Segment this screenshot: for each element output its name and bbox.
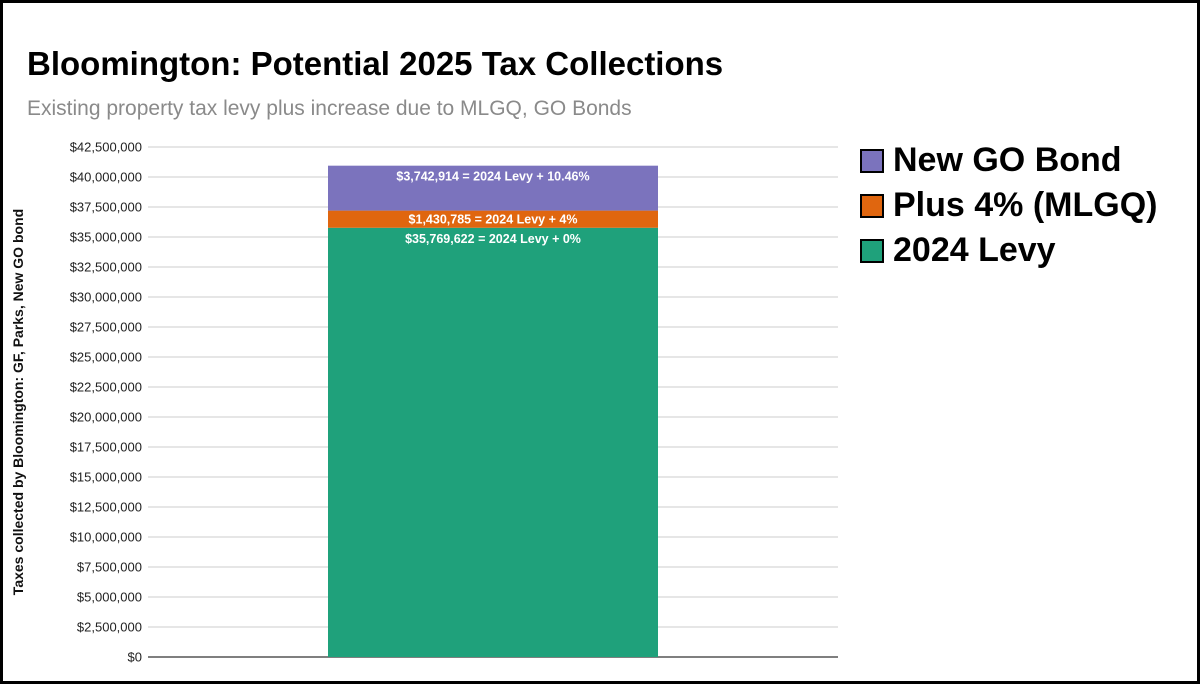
legend-item-plus-4-mlgq: Plus 4% (MLGQ)	[860, 183, 1157, 228]
y-tick-label: $5,000,000	[77, 590, 142, 605]
data-label: $35,769,622 = 2024 Levy + 0%	[405, 232, 581, 246]
y-tick-label: $37,500,000	[70, 200, 142, 215]
bar-segment-new-go-bond	[328, 165, 658, 211]
chart-subtitle: Existing property tax levy plus increase…	[27, 97, 632, 120]
legend-item-new-go-bond: New GO Bond	[860, 138, 1157, 183]
y-tick-label: $22,500,000	[70, 380, 142, 395]
y-tick-label: $0	[128, 650, 142, 665]
data-label: $1,430,785 = 2024 Levy + 4%	[409, 213, 578, 227]
y-tick-label: $32,500,000	[70, 260, 142, 275]
legend-swatch-plus-4-mlgq	[860, 193, 884, 218]
legend-swatch-new-go-bond	[860, 148, 884, 173]
y-tick-label: $42,500,000	[70, 140, 142, 155]
y-tick-label: $15,000,000	[70, 470, 142, 485]
y-tick-label: $17,500,000	[70, 440, 142, 455]
y-tick-label: $40,000,000	[70, 170, 142, 185]
y-tick-label: $35,000,000	[70, 230, 142, 245]
legend-item-2024-levy: 2024 Levy	[860, 228, 1157, 273]
y-tick-label: $30,000,000	[70, 290, 142, 305]
bar-segment-plus-4-mlgq	[328, 210, 658, 228]
y-tick-label: $20,000,000	[70, 410, 142, 425]
data-label: $3,742,914 = 2024 Levy + 10.46%	[396, 170, 589, 184]
y-tick-label: $25,000,000	[70, 350, 142, 365]
y-tick-label: $12,500,000	[70, 500, 142, 515]
y-tick-label: $2,500,000	[77, 620, 142, 635]
y-tick-label: $7,500,000	[77, 560, 142, 575]
y-tick-label: $10,000,000	[70, 530, 142, 545]
bar-segment-2024-levy	[328, 227, 658, 658]
legend: New GO Bond Plus 4% (MLGQ) 2024 Levy	[860, 138, 1157, 273]
y-tick-label: $27,500,000	[70, 320, 142, 335]
legend-label-new-go-bond: New GO Bond	[893, 141, 1122, 179]
chart-title: Bloomington: Potential 2025 Tax Collecti…	[27, 45, 724, 82]
legend-swatch-2024-levy	[860, 238, 884, 263]
legend-label-plus-4-mlgq: Plus 4% (MLGQ)	[893, 186, 1158, 224]
legend-label-2024-levy: 2024 Levy	[893, 231, 1056, 269]
